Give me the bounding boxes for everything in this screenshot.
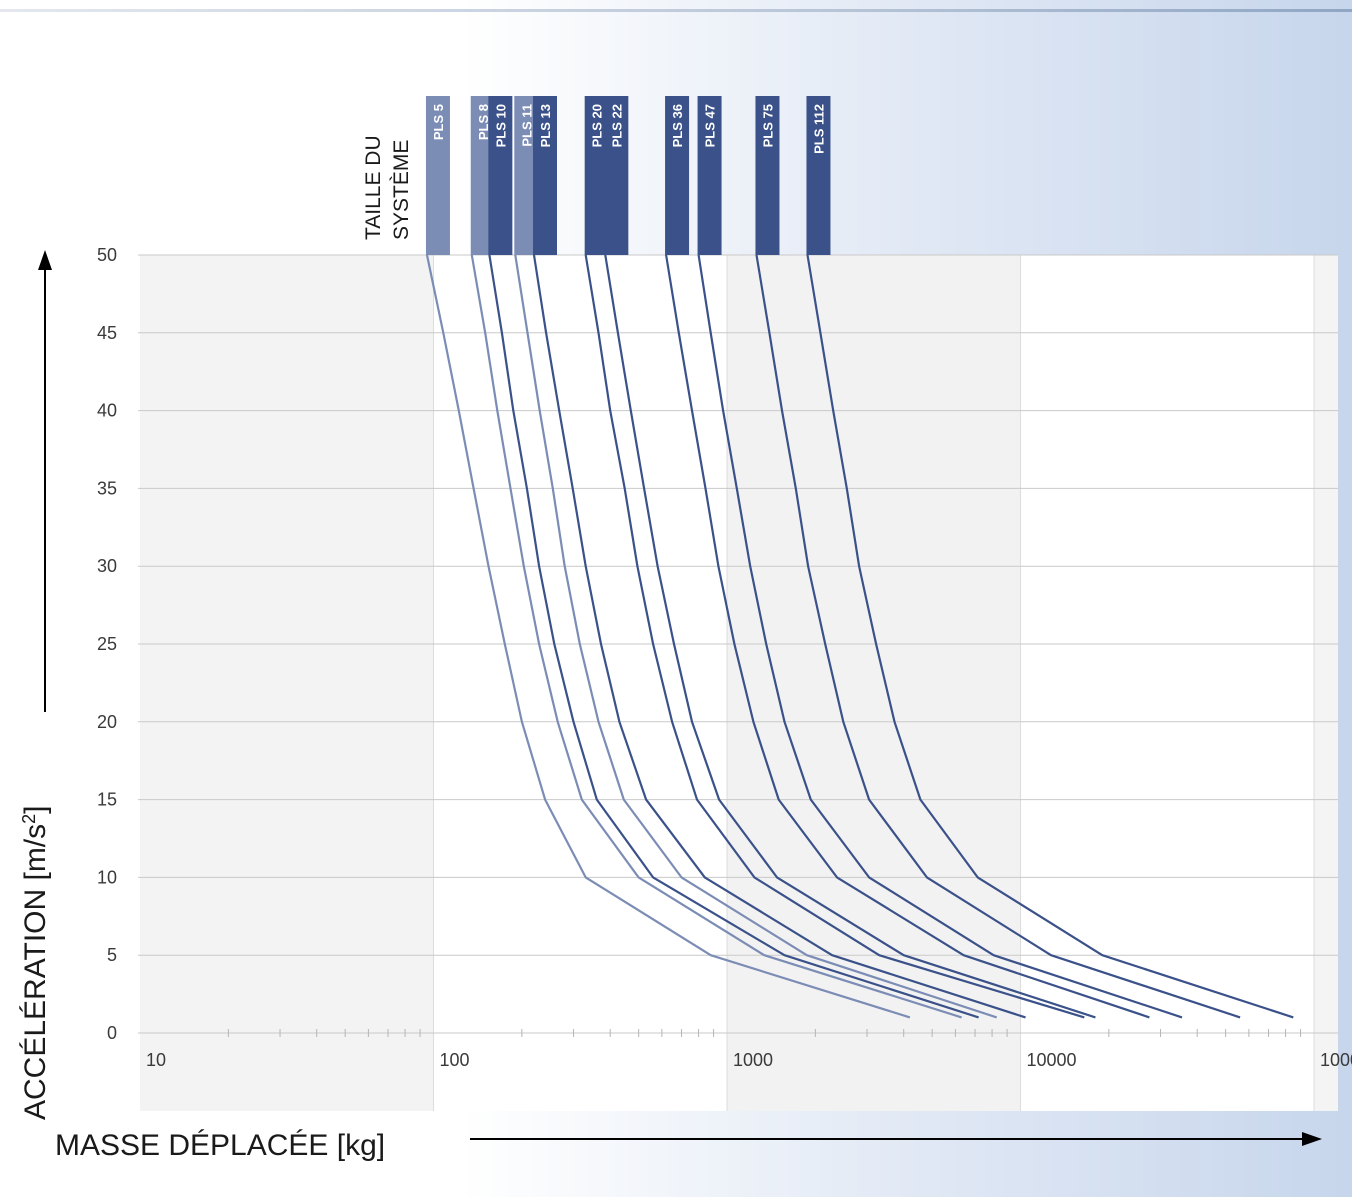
series-badge: PLS 112 (806, 96, 831, 255)
series-badge-label: PLS 36 (670, 104, 685, 147)
decade-band (727, 255, 1021, 1111)
series-badge-box (697, 96, 722, 255)
series-badge-label: PLS 22 (609, 104, 624, 147)
series-badge-label: PLS 13 (538, 104, 553, 147)
series-badge: PLS 36 (665, 96, 690, 255)
x-tick-label: 10 (146, 1050, 166, 1070)
series-badge-label: PLS 47 (703, 104, 718, 147)
series-badge: PLS 13 (533, 96, 558, 255)
series-line (532, 254, 1026, 1019)
x-axis-arrow (470, 1132, 1322, 1146)
decade-band (1020, 255, 1314, 1111)
series-badge: PLS 75 (755, 96, 780, 255)
y-tick-label: 50 (97, 245, 117, 265)
series-badge-label: PLS 75 (760, 104, 775, 147)
x-tick-label: 1000 (733, 1050, 773, 1070)
series-badge: PLS 5 (425, 96, 450, 255)
y-axis-title-sup: 2 (19, 814, 39, 824)
header-label-line2: SYSTÈME (390, 140, 413, 240)
y-tick-label: 45 (97, 323, 117, 343)
series-badge-box (665, 96, 690, 255)
y-tick-label: 30 (97, 556, 117, 576)
series-badge-label: PLS 20 (590, 104, 605, 147)
series-line (665, 254, 1150, 1019)
series-line (514, 254, 998, 1019)
y-axis-title-end: ] (19, 805, 52, 813)
x-tick-label: 100000 (1320, 1050, 1352, 1070)
y-axis-title: ACCÉLÉRATION [m/s2] (19, 805, 52, 1120)
series-badge-box (425, 96, 450, 255)
decade-band (433, 255, 727, 1111)
series-line (425, 254, 911, 1019)
series-badge-label: PLS 10 (493, 104, 508, 147)
x-tick-label: 10000 (1027, 1050, 1077, 1070)
series-badge-box (755, 96, 780, 255)
series-line (697, 254, 1183, 1019)
header-label: TAILLE DU SYSTÈME (362, 135, 413, 240)
gridlines (138, 254, 1338, 1034)
series-badge-box (488, 96, 513, 255)
y-tick-label: 35 (97, 478, 117, 498)
series-lines (425, 254, 1294, 1019)
series-badge-box (604, 96, 629, 255)
series-badge-box (806, 96, 831, 255)
x-axis-title: MASSE DÉPLACÉE [kg] (55, 1129, 385, 1162)
series-badge: PLS 22 (604, 96, 629, 255)
series-badge-label: PLS 11 (519, 104, 534, 147)
y-tick-label: 40 (97, 401, 117, 421)
header-label-line1: TAILLE DU (362, 135, 385, 240)
series-badge: PLS 10 (488, 96, 513, 255)
y-tick-label: 5 (107, 945, 117, 965)
series-badge-label: PLS 8 (476, 104, 491, 140)
minor-ticks (227, 1029, 1302, 1037)
top-rule (0, 9, 1352, 12)
x-tick-label: 100 (440, 1050, 470, 1070)
series-line (584, 254, 1085, 1019)
series-badge-label: PLS 112 (811, 104, 826, 154)
y-tick-label: 10 (97, 867, 117, 887)
y-axis-title-main: ACCÉLÉRATION [m/s (19, 824, 52, 1120)
y-axis-arrow (38, 250, 52, 712)
y-tick-label: 20 (97, 712, 117, 732)
series-badges: PLS 5 PLS 8 PLS 10 PLS 11 PLS 13 PLS 20 PLS 22… (425, 96, 831, 255)
y-tick-label: 15 (97, 790, 117, 810)
series-line (488, 254, 979, 1019)
series-badge-label: PLS 5 (431, 104, 446, 140)
decade-bands (140, 255, 1338, 1111)
decade-band (1314, 255, 1338, 1111)
y-tick-label: 25 (97, 634, 117, 654)
series-line (604, 254, 1096, 1019)
x-tick-labels: 10 100 1000 10000 100000 (146, 1050, 1352, 1070)
y-tick-labels: 0 5 10 15 20 25 30 35 40 45 50 (97, 245, 117, 1043)
series-line (470, 254, 962, 1019)
y-tick-label: 0 (107, 1023, 117, 1043)
series-line (755, 254, 1241, 1019)
series-badge: PLS 47 (697, 96, 722, 255)
series-line (806, 254, 1294, 1019)
decade-band (140, 255, 434, 1111)
series-badge-box (533, 96, 558, 255)
